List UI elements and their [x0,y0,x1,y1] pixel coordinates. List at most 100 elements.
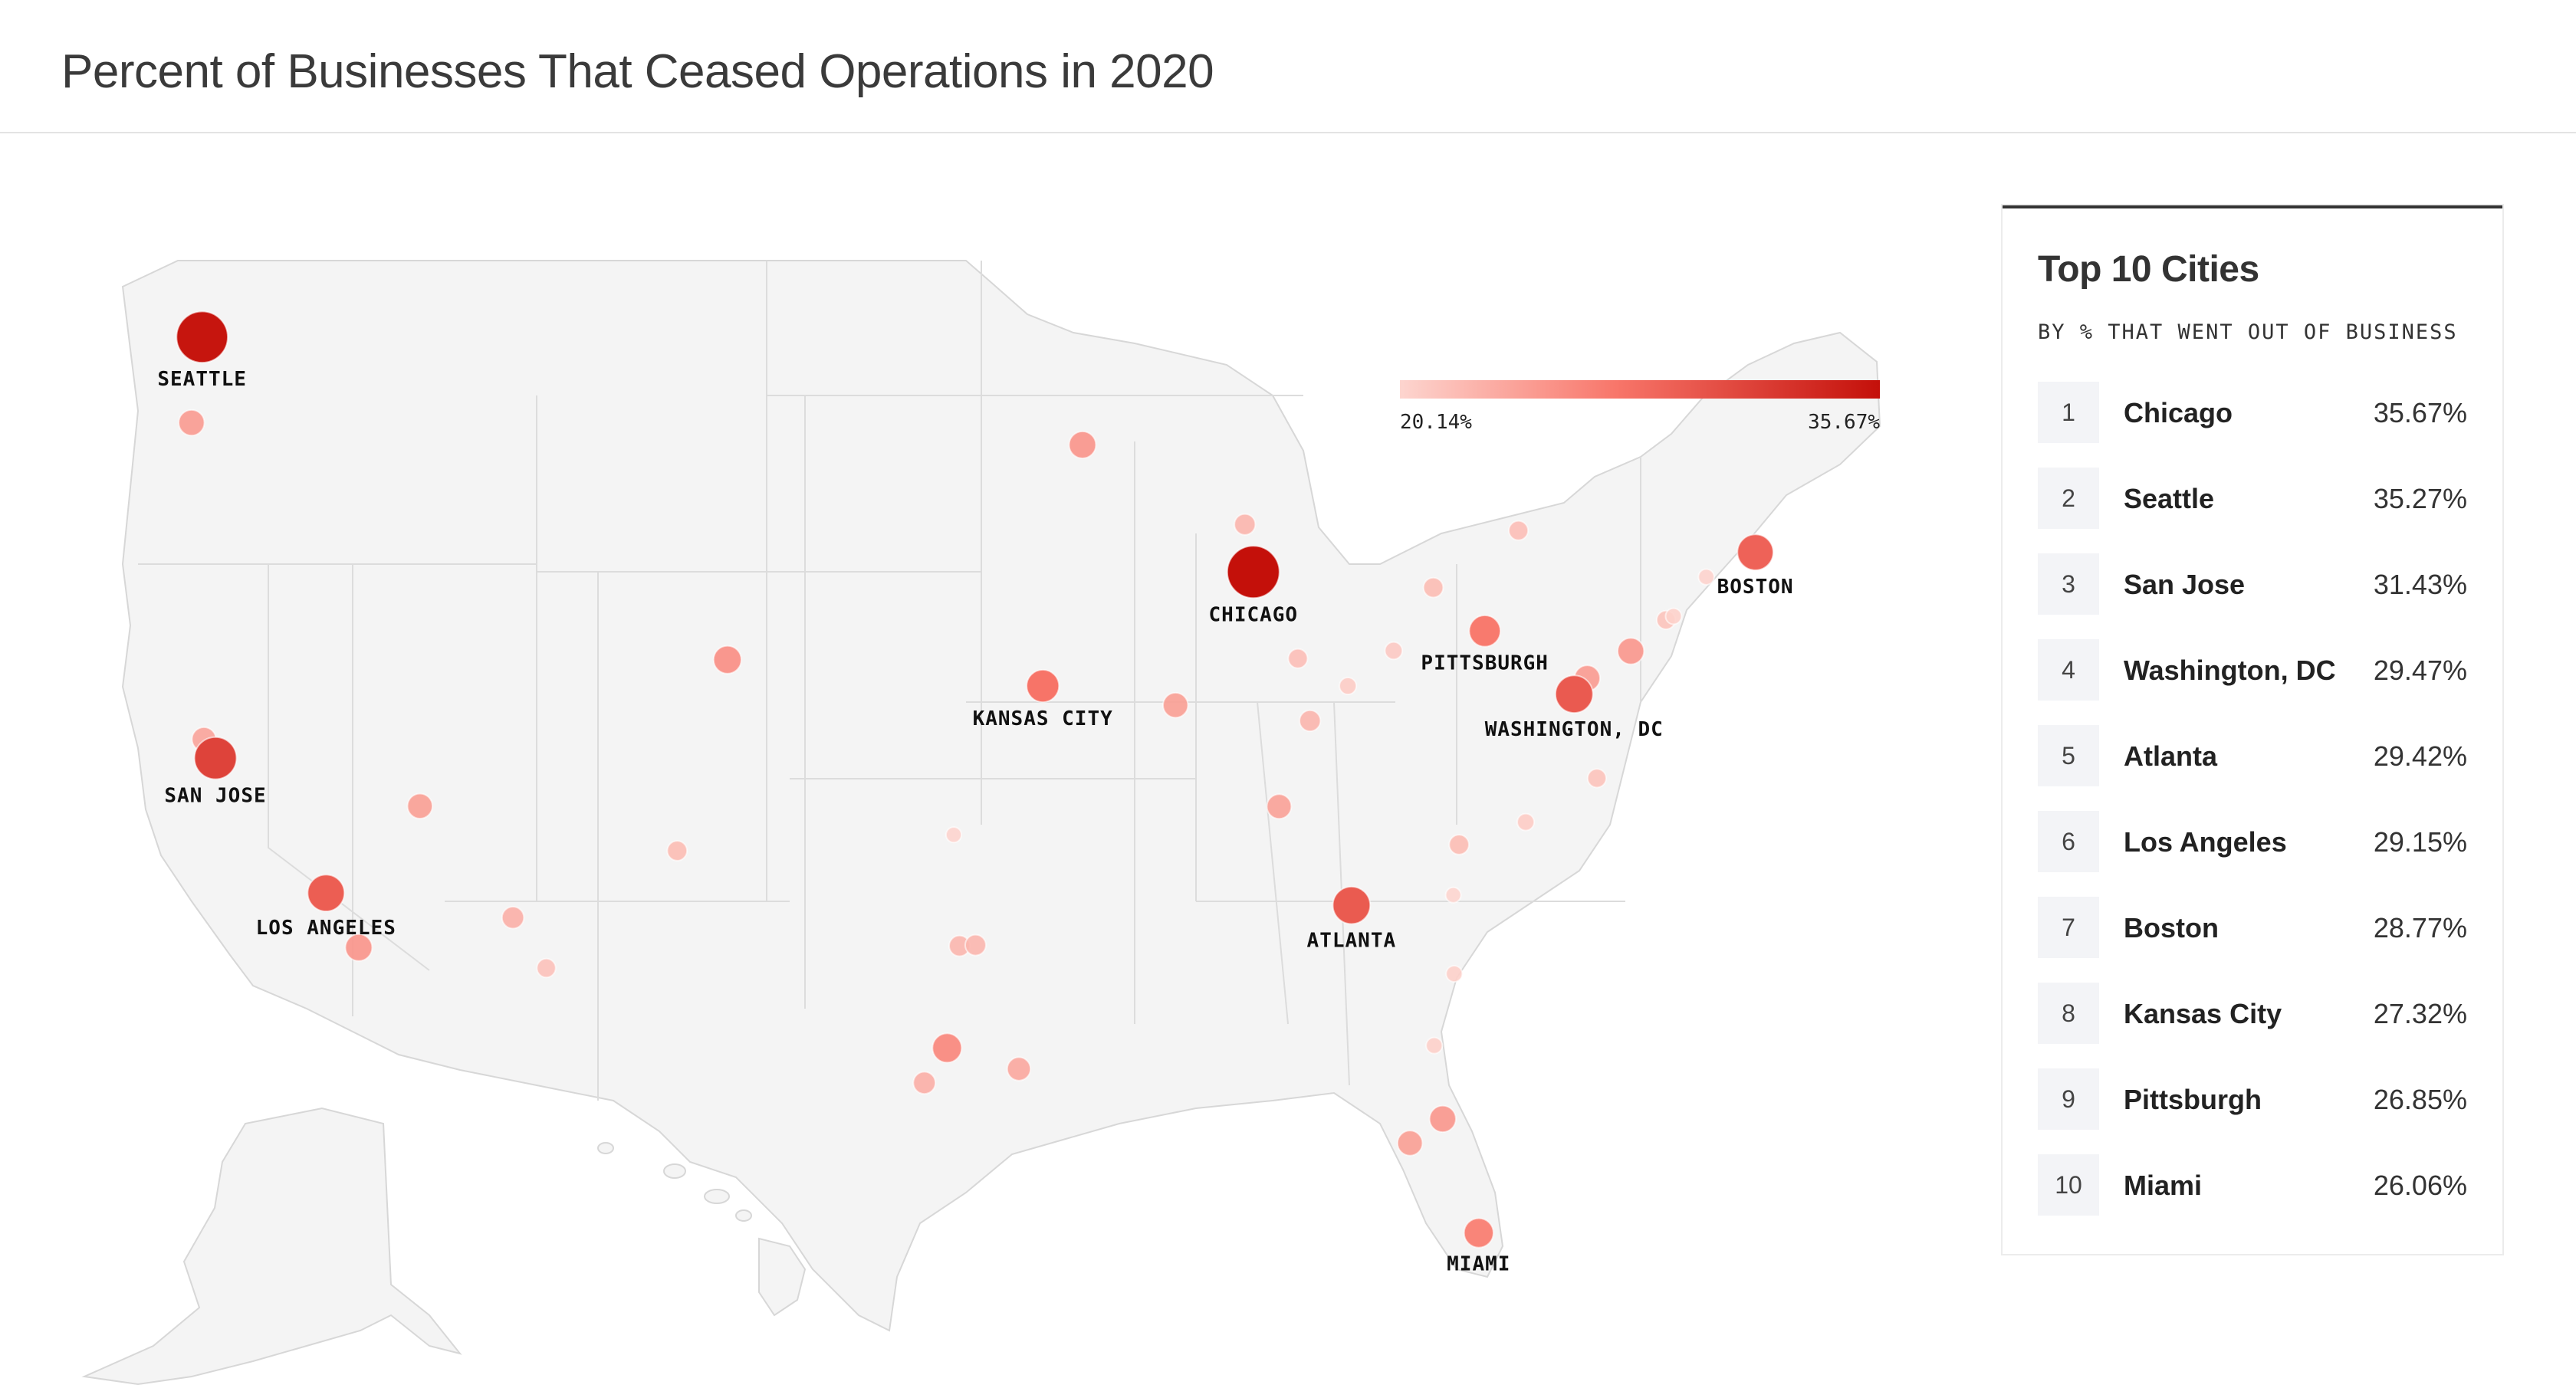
city-label: CHICAGO [1209,603,1299,626]
legend-min-label: 20.14% [1400,411,1472,434]
city-dot[interactable] [1384,641,1404,661]
rank-city: Pittsburgh [2124,1084,2262,1115]
city-dot[interactable] [964,934,987,957]
city-dot-atlanta[interactable] [1332,885,1372,925]
city-dot[interactable] [666,840,688,861]
rank-row[interactable]: 1 Chicago 35.67% [2038,382,2467,443]
city-dot[interactable] [1425,1036,1444,1055]
rank-value: 35.67% [2373,397,2467,428]
rank-value: 35.27% [2373,483,2467,514]
rank-city: Seattle [2124,483,2215,514]
city-dot-san-jose[interactable] [193,736,238,780]
city-dot[interactable] [1299,709,1322,733]
rank-row[interactable]: 3 San Jose 31.43% [2038,553,2467,615]
city-label: PITTSBURGH [1421,652,1549,675]
rank-row[interactable]: 6 Los Angeles 29.15% [2038,811,2467,872]
city-dot[interactable] [1266,793,1293,820]
header: Percent of Businesses That Ceased Operat… [0,0,2576,133]
city-dot[interactable] [1162,691,1189,719]
rank-value: 31.43% [2373,569,2467,600]
rank-row[interactable]: 5 Atlanta 29.42% [2038,725,2467,786]
rank-number: 8 [2038,983,2099,1044]
city-dot[interactable] [1234,513,1257,536]
rank-row[interactable]: 4 Washington, DC 29.47% [2038,639,2467,701]
rank-city: Los Angeles [2124,826,2287,858]
city-dot-seattle[interactable] [176,310,229,364]
city-dot-kansas-city[interactable] [1026,668,1060,704]
rank-number: 4 [2038,639,2099,701]
rank-row[interactable]: 2 Seattle 35.27% [2038,468,2467,529]
rank-value: 29.15% [2373,826,2467,858]
city-dot[interactable] [1287,648,1309,669]
city-label: KANSAS CITY [973,707,1113,730]
rank-city: Atlanta [2124,740,2218,772]
rank-value: 28.77% [2373,912,2467,943]
city-dot[interactable] [1068,430,1097,459]
rank-number: 1 [2038,382,2099,443]
rank-number: 5 [2038,725,2099,786]
city-label: SAN JOSE [164,785,266,808]
city-dot[interactable] [1428,1104,1457,1134]
city-dot[interactable] [1448,834,1470,855]
city-dot[interactable] [945,826,963,844]
city-dot[interactable] [406,793,434,819]
city-dot[interactable] [1422,576,1444,599]
city-dot[interactable] [932,1032,963,1064]
rank-row[interactable]: 8 Kansas City 27.32% [2038,983,2467,1044]
city-dot[interactable] [344,933,373,962]
rank-row[interactable]: 7 Boston 28.77% [2038,897,2467,958]
rank-row[interactable]: 9 Pittsburgh 26.85% [2038,1068,2467,1130]
city-label: LOS ANGELES [256,917,396,940]
city-dot[interactable] [1339,676,1358,696]
contiguous-us-shape [121,260,1881,1332]
rank-number: 9 [2038,1068,2099,1130]
city-dot[interactable] [536,957,557,979]
city-label: MIAMI [1447,1253,1510,1276]
rank-number: 3 [2038,553,2099,615]
city-dot-los-angeles[interactable] [307,874,346,913]
city-dot[interactable] [1586,768,1608,789]
city-dot-boston[interactable] [1737,533,1774,571]
city-label: WASHINGTON, DC [1485,718,1664,741]
city-dot-washington-dc[interactable] [1554,674,1594,714]
labeled-city-dots[interactable] [176,310,1774,1249]
city-dot[interactable] [501,905,525,930]
city-dots[interactable] [178,409,1715,1157]
city-dot-chicago[interactable] [1226,545,1280,599]
city-dot[interactable] [1507,520,1530,541]
city-dot[interactable] [1616,637,1645,665]
city-dot[interactable] [1444,886,1462,904]
rank-city: Kansas City [2124,998,2282,1029]
rank-value: 29.47% [2373,655,2467,686]
city-label: BOSTON [1717,576,1794,599]
rank-city: Boston [2124,912,2219,943]
page-title: Percent of Businesses That Ceased Operat… [61,45,1214,98]
city-dot[interactable] [1664,607,1683,625]
city-labels: SEATTLE SAN JOSE LOS ANGELES CHICAGO KANSAS … [157,368,1794,1276]
panel-title: Top 10 Cities [2038,249,2259,290]
us-land [81,260,1881,1386]
city-dot[interactable] [912,1071,937,1095]
city-dot[interactable] [712,645,742,674]
rank-value: 29.42% [2373,740,2467,772]
rank-city: Washington, DC [2124,655,2336,686]
panel-subtitle: BY % THAT WENT OUT OF BUSINESS [2038,320,2458,344]
rank-number: 10 [2038,1154,2099,1216]
rank-value: 26.06% [2373,1170,2467,1201]
rank-row[interactable]: 10 Miami 26.06% [2038,1154,2467,1216]
city-dot[interactable] [1396,1130,1424,1157]
alaska-shape [81,1107,462,1386]
city-dot-pittsburgh[interactable] [1468,614,1502,648]
city-dot[interactable] [1445,964,1464,983]
city-dot[interactable] [1697,568,1715,586]
city-dot[interactable] [178,409,205,437]
city-dot[interactable] [1006,1056,1032,1081]
map-area[interactable]: SEATTLE SAN JOSE LOS ANGELES CHICAGO KANSAS … [0,135,1917,1398]
legend-max-label: 35.67% [1808,411,1880,434]
top-cities-panel: Top 10 Cities BY % THAT WENT OUT OF BUSI… [2003,205,2502,1254]
us-map[interactable]: SEATTLE SAN JOSE LOS ANGELES CHICAGO KANSAS … [0,135,1917,1398]
rank-city: Miami [2124,1170,2203,1201]
rank-number: 6 [2038,811,2099,872]
city-dot[interactable] [1516,812,1536,832]
city-dot-miami[interactable] [1463,1217,1494,1249]
